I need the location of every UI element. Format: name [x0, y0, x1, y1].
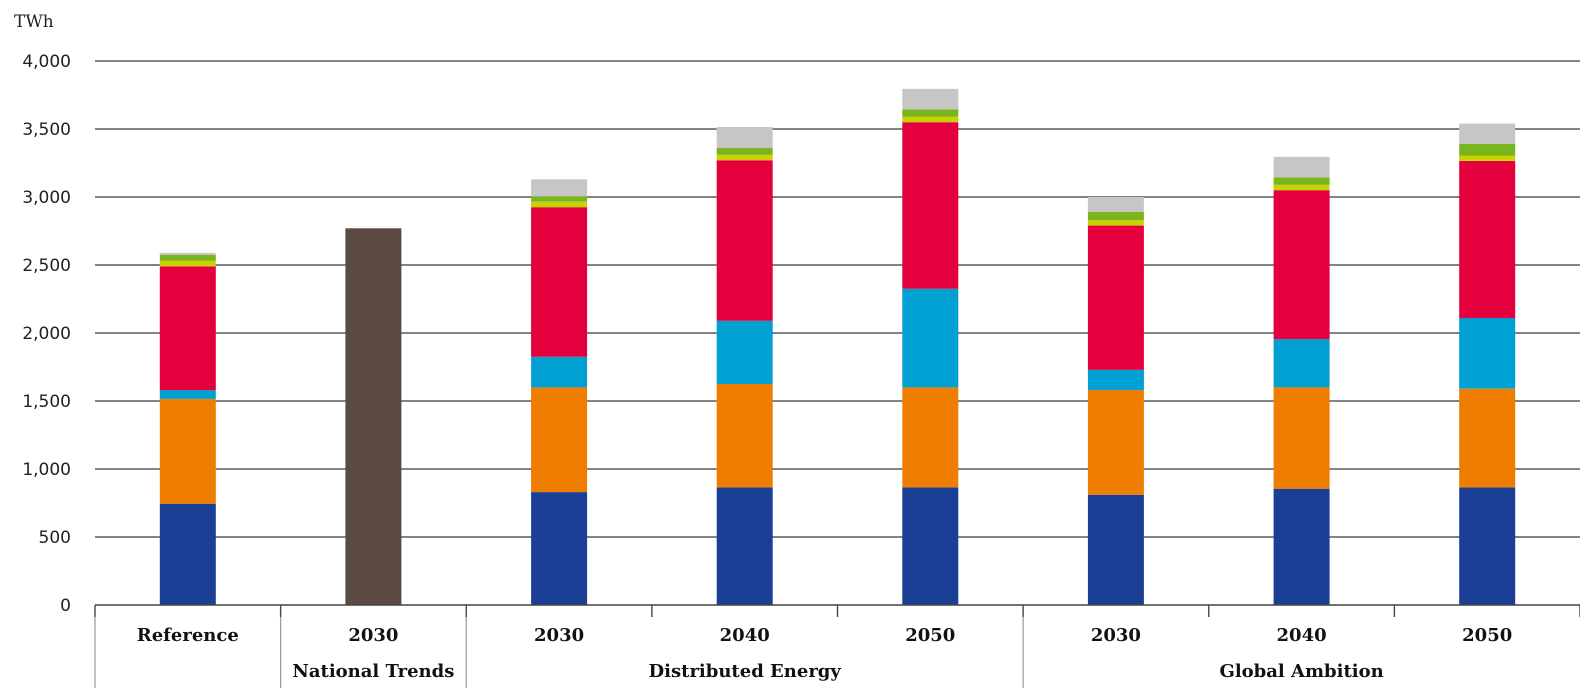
x-axis-category-labels: Reference 2030 2030 2040 2050 2030 2040 2050 [137, 625, 1512, 646]
bar-segment-7-3 [1459, 161, 1516, 319]
x-axis [94, 604, 1580, 688]
bar-segment-4-1 [902, 387, 959, 488]
bar-segment-3-6 [716, 127, 773, 149]
bar-segment-7-0 [1459, 487, 1516, 605]
bar-segment-3-0 [716, 487, 773, 605]
x-category-label: 2050 [905, 625, 955, 646]
bar-segment-5-2 [1087, 369, 1144, 391]
bar-segment-4-5 [902, 109, 959, 117]
bar-segment-5-3 [1087, 225, 1144, 370]
x-group-label: National Trends [292, 661, 454, 682]
bar-segment-2-3 [531, 207, 588, 357]
bar-segment-2-4 [531, 201, 588, 208]
bar-segment-3-5 [716, 148, 773, 155]
y-axis-tick-labels: 0 500 1,000 1,500 2,000 2,500 3,000 3,500 4,000 [22, 52, 71, 616]
bar-segment-3-3 [716, 160, 773, 321]
bar-segment-4-6 [902, 88, 959, 110]
bar-segment-7-2 [1459, 318, 1516, 389]
bar-segment-5-1 [1087, 390, 1144, 495]
bar-segment-5-5 [1087, 212, 1144, 221]
x-category-label: 2040 [720, 625, 770, 646]
bar-segment-2-0 [531, 492, 588, 605]
x-group-label: Global Ambition [1219, 661, 1383, 682]
bar-segment-6-6 [1273, 156, 1330, 178]
bar-segment-0-5 [159, 254, 216, 261]
bar-segment-0-4 [159, 260, 216, 267]
bar-segment-0-3 [159, 266, 216, 391]
bar-segment-5-4 [1087, 220, 1144, 226]
gridlines [95, 60, 1580, 538]
bar-segment-6-4 [1273, 184, 1330, 191]
y-tick-label: 3,500 [22, 120, 71, 140]
x-category-label: Reference [137, 625, 239, 646]
bar-segment-0-1 [159, 399, 216, 504]
x-category-label: 2040 [1277, 625, 1327, 646]
bar-segment-0-6 [159, 252, 216, 255]
bar-segment-6-0 [1273, 488, 1330, 605]
bar-segment-3-1 [716, 384, 773, 488]
y-tick-label: 3,000 [22, 188, 71, 208]
bar-segment-7-5 [1459, 144, 1516, 156]
bar-segment-0-2 [159, 390, 216, 399]
y-tick-label: 2,000 [22, 324, 71, 344]
bar-segment-2-2 [531, 356, 588, 388]
bar-segment-0-0 [159, 503, 216, 605]
bar-segment-7-1 [1459, 388, 1516, 488]
bar-segment-6-5 [1273, 177, 1330, 185]
y-tick-label: 500 [39, 528, 71, 548]
x-axis-group-labels: National Trends Distributed Energy Global … [292, 661, 1383, 682]
bar-segment-3-4 [716, 154, 773, 161]
x-category-label: 2030 [1091, 625, 1141, 646]
bar-segment-6-2 [1273, 339, 1330, 388]
x-category-label: 2030 [348, 625, 398, 646]
bar-segment-5-0 [1087, 494, 1144, 605]
bar-segment-4-4 [902, 116, 959, 123]
bar-segment-5-6 [1087, 197, 1144, 212]
bar-segment-2-1 [531, 387, 588, 493]
x-group-label: Distributed Energy [649, 661, 842, 682]
bar-segment-3-2 [716, 320, 773, 384]
y-tick-label: 0 [60, 596, 71, 616]
y-tick-label: 1,000 [22, 460, 71, 480]
bar-segment-6-1 [1273, 387, 1330, 489]
y-tick-label: 1,500 [22, 392, 71, 412]
bar-segment-6-3 [1273, 190, 1330, 340]
bar-segment-1-7 [345, 228, 402, 606]
x-category-label: 2050 [1462, 625, 1512, 646]
x-category-label: 2030 [534, 625, 584, 646]
bar-segment-4-2 [902, 288, 959, 388]
bars [159, 88, 1516, 606]
bar-segment-4-0 [902, 487, 959, 605]
y-tick-label: 4,000 [22, 52, 71, 72]
bar-segment-7-4 [1459, 155, 1516, 161]
y-axis-unit-label: TWh [14, 12, 54, 32]
y-tick-label: 2,500 [22, 256, 71, 276]
bar-segment-4-3 [902, 122, 959, 289]
bar-segment-2-5 [531, 196, 588, 202]
bar-segment-2-6 [531, 179, 588, 197]
bar-segment-7-6 [1459, 123, 1516, 144]
